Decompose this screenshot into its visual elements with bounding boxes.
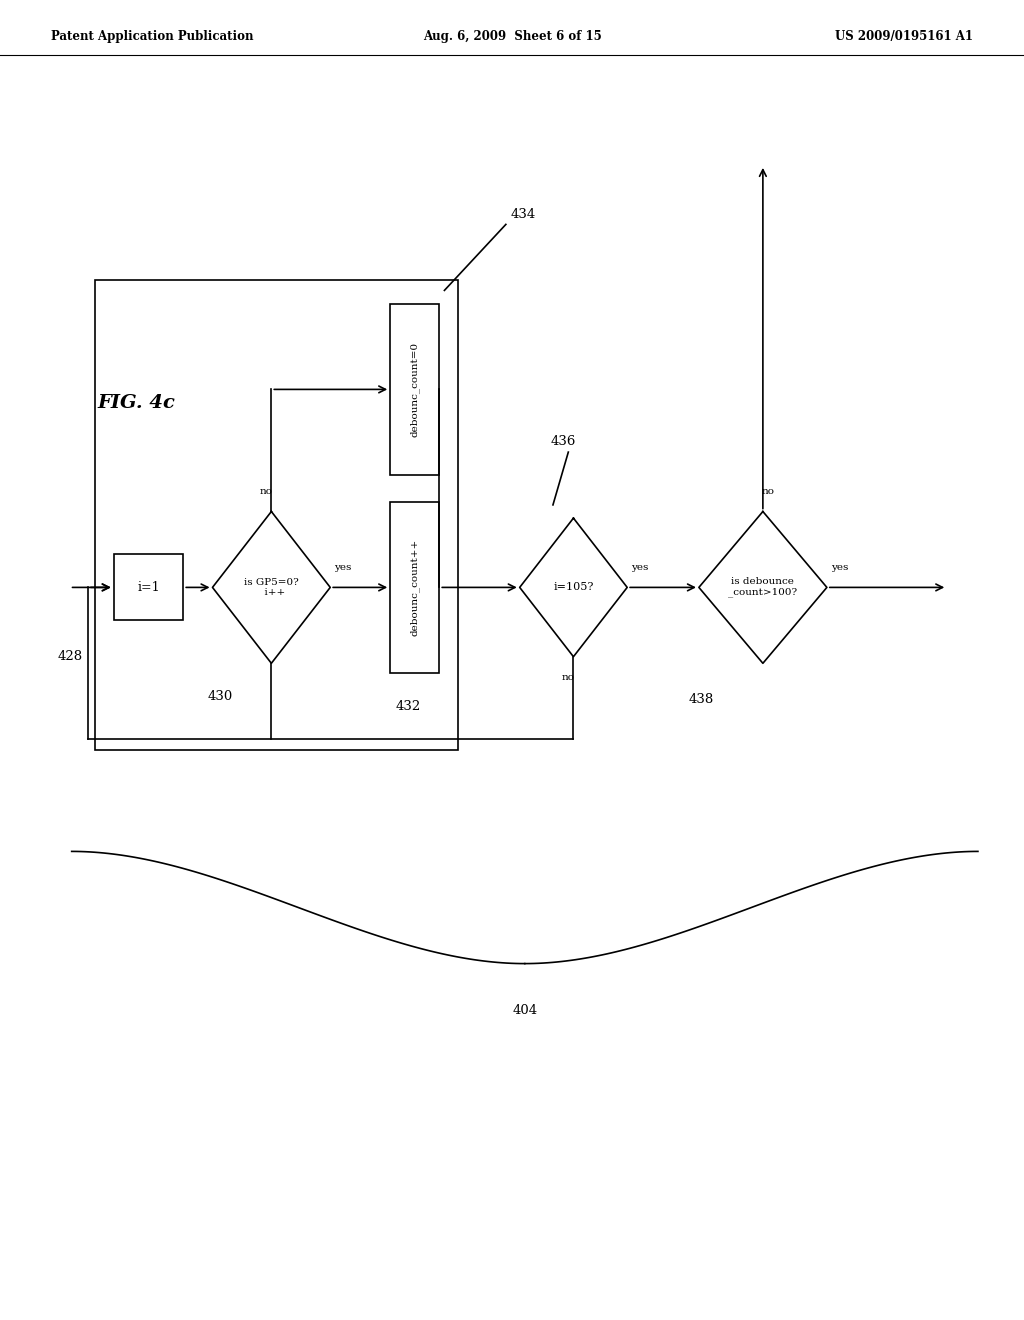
Text: is debounce
_count>100?: is debounce _count>100?: [728, 577, 798, 598]
Text: no: no: [562, 673, 574, 682]
Text: 404: 404: [512, 1003, 538, 1016]
Text: US 2009/0195161 A1: US 2009/0195161 A1: [835, 30, 973, 44]
Text: yes: yes: [831, 564, 848, 573]
Text: 438: 438: [688, 693, 714, 706]
Text: no: no: [260, 487, 272, 496]
Text: debounc_count++: debounc_count++: [410, 539, 420, 636]
Text: yes: yes: [334, 564, 351, 573]
Text: Aug. 6, 2009  Sheet 6 of 15: Aug. 6, 2009 Sheet 6 of 15: [423, 30, 601, 44]
Text: i=1: i=1: [137, 581, 160, 594]
Text: no: no: [762, 487, 774, 496]
Text: Patent Application Publication: Patent Application Publication: [51, 30, 254, 44]
FancyBboxPatch shape: [390, 304, 439, 475]
Text: 430: 430: [207, 690, 232, 704]
Text: yes: yes: [631, 564, 648, 573]
Text: 434: 434: [511, 207, 537, 220]
Text: i=105?: i=105?: [553, 582, 594, 593]
Text: FIG. 4c: FIG. 4c: [97, 393, 175, 412]
Text: 428: 428: [57, 649, 83, 663]
Text: debounc_count=0: debounc_count=0: [410, 342, 420, 437]
Text: is GP5=0?
  i++: is GP5=0? i++: [244, 578, 299, 597]
FancyBboxPatch shape: [390, 502, 439, 673]
FancyBboxPatch shape: [114, 554, 183, 620]
Text: 436: 436: [551, 436, 575, 449]
Text: 432: 432: [395, 700, 421, 713]
